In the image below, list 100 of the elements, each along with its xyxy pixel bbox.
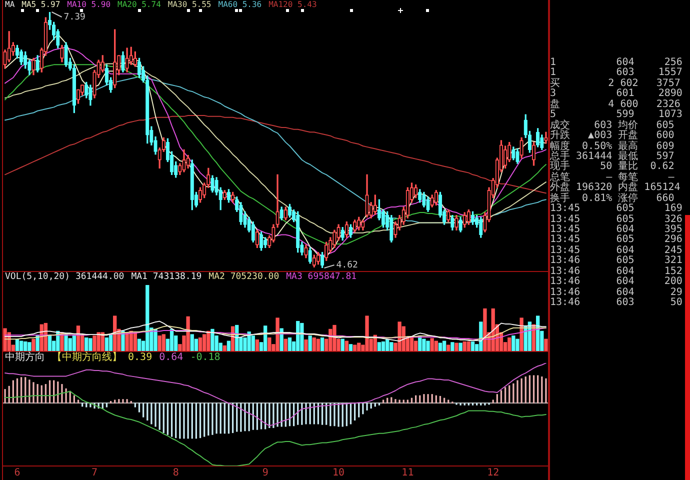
- candlestick: [446, 209, 450, 222]
- candlestick: [226, 189, 231, 203]
- bar: [113, 316, 117, 351]
- bar: [508, 337, 512, 351]
- candlestick: [458, 216, 462, 232]
- bar: [304, 339, 308, 351]
- bar: [332, 324, 336, 351]
- candlestick: [312, 254, 316, 268]
- candlestick: [430, 194, 434, 208]
- candlestick: [121, 51, 125, 72]
- candlestick: [28, 60, 32, 76]
- x-tick-label: 9: [262, 468, 268, 479]
- bar: [414, 340, 418, 351]
- text: 13:46 605 321: [550, 255, 682, 266]
- candlestick: [361, 220, 365, 230]
- candlestick: [259, 232, 264, 251]
- bar: [462, 341, 466, 351]
- bar: [357, 342, 361, 351]
- candlestick: [316, 252, 320, 265]
- bar: [162, 334, 166, 351]
- candlestick: [296, 211, 300, 253]
- bar: [512, 335, 516, 351]
- candlestick: [352, 220, 357, 232]
- bar: [344, 340, 349, 351]
- bar: [386, 339, 390, 351]
- bar: [316, 338, 320, 351]
- candlestick: [64, 42, 68, 67]
- text: MA5 5.97: [22, 0, 60, 9]
- text: 13:45 604 245: [550, 244, 682, 256]
- bar: [390, 342, 394, 351]
- candlestick: [251, 221, 255, 242]
- text: MA30 5.55: [168, 0, 212, 9]
- candlestick: [536, 128, 540, 148]
- candlestick: [304, 244, 308, 258]
- bar: [15, 339, 20, 351]
- text: 13:46 604 152: [550, 266, 682, 277]
- text: 13:45 605 169: [550, 203, 682, 214]
- bar: [398, 322, 402, 351]
- series-label: 0.64: [159, 352, 184, 363]
- candlestick: [284, 206, 288, 220]
- candlestick: [365, 174, 369, 218]
- text: 现手 50 量比 0.62: [550, 161, 676, 172]
- x-tick-label: 8: [172, 468, 179, 479]
- text: 成交 603 均价 605: [550, 120, 676, 131]
- candlestick: [210, 175, 214, 193]
- bar: [198, 337, 202, 351]
- text: 13:45 605 296: [550, 234, 682, 246]
- candlestick: [479, 216, 483, 238]
- bar: [72, 335, 76, 351]
- bar: [352, 344, 357, 351]
- bar: [88, 338, 92, 351]
- x-tick-label: 12: [487, 468, 500, 479]
- bar: [516, 338, 520, 351]
- bar: [190, 334, 194, 351]
- bar: [422, 338, 426, 351]
- candlestick: [125, 48, 129, 72]
- text: 升跌 ▲003 开盘 600: [550, 130, 676, 142]
- bar: [470, 341, 475, 351]
- text: 13:46 604 29: [550, 286, 682, 298]
- candlestick: [88, 84, 92, 106]
- text: 13:45 605 326: [550, 214, 682, 225]
- candlestick: [340, 227, 344, 241]
- bar: [446, 344, 450, 351]
- candlestick: [230, 192, 235, 203]
- x-tick-label: 11: [402, 468, 414, 479]
- bar: [450, 342, 454, 351]
- text: -0.18: [190, 352, 220, 363]
- text: 1 604 256: [550, 57, 682, 68]
- bar: [410, 337, 414, 351]
- candlestick: [462, 212, 466, 228]
- candlestick: [454, 214, 458, 230]
- text: MA20 5.74: [118, 0, 161, 9]
- bar: [48, 334, 52, 351]
- candlestick: [190, 160, 194, 210]
- text: 幅度 0.50% 最高 609: [550, 140, 676, 152]
- candlestick: [308, 247, 312, 264]
- bar: [226, 340, 231, 351]
- candlestick: [255, 230, 260, 248]
- bar: [3, 328, 7, 351]
- text: 13:46 604 200: [550, 276, 682, 288]
- chart-title: MA: [5, 0, 15, 9]
- bar: [84, 337, 88, 351]
- bar: [268, 337, 272, 351]
- bar: [348, 344, 353, 351]
- text: 1 603 1557: [550, 67, 682, 78]
- bar: [340, 338, 344, 351]
- text: 换手 0.81% 涨停 660: [550, 192, 674, 204]
- text: 盘 4 600 2326: [550, 98, 680, 110]
- candlestick: [36, 55, 40, 72]
- text: MA2 705230.00: [208, 272, 280, 282]
- candlestick: [520, 137, 524, 158]
- bar: [381, 341, 386, 351]
- candlestick: [450, 214, 454, 230]
- bar: [19, 340, 24, 351]
- candlestick: [280, 206, 284, 220]
- candlestick: [239, 202, 243, 225]
- candlestick: [56, 29, 60, 48]
- text: 3 601 2890: [550, 88, 682, 100]
- bar: [426, 340, 430, 351]
- bar: [202, 334, 206, 351]
